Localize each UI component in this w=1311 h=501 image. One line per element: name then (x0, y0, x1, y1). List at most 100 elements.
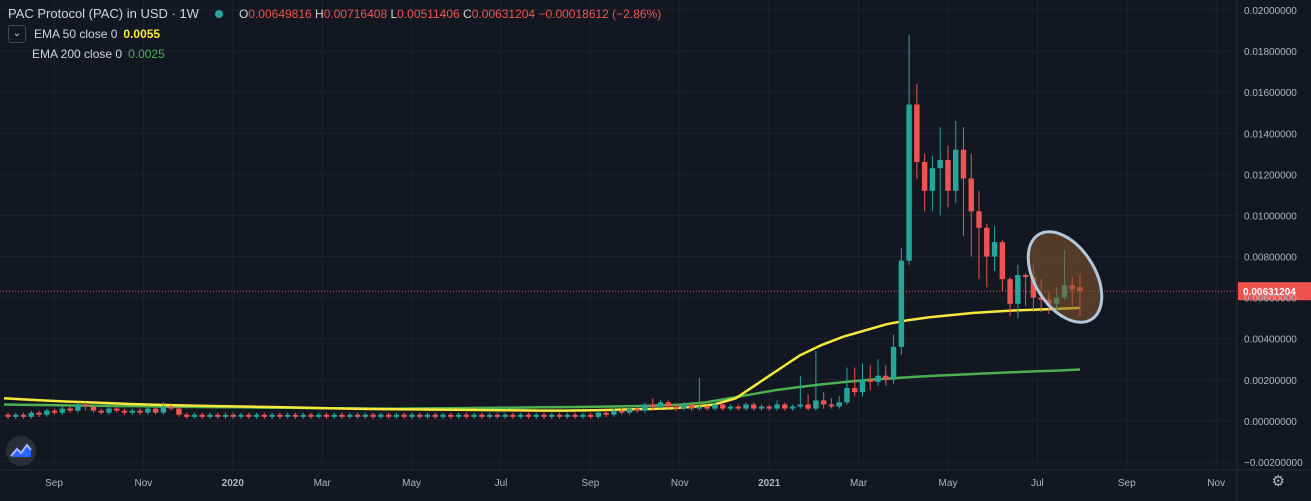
ema50-legend-row[interactable]: ⌄ EMA 50 close 0 0.0055 (8, 24, 661, 44)
candle[interactable] (991, 225, 998, 271)
candle[interactable] (844, 367, 850, 405)
symbol-title[interactable]: PAC Protocol (PAC) in USD · 1W (8, 6, 199, 21)
candle[interactable] (401, 412, 407, 419)
candle[interactable] (898, 248, 905, 356)
candle[interactable] (820, 392, 827, 409)
candle[interactable] (517, 412, 524, 419)
candle[interactable] (393, 412, 400, 419)
candle[interactable] (106, 404, 112, 415)
candle[interactable] (121, 408, 128, 415)
candle[interactable] (75, 402, 81, 413)
candle[interactable] (20, 412, 27, 419)
candle[interactable] (937, 127, 943, 216)
candle[interactable] (743, 402, 749, 411)
candle[interactable] (308, 412, 314, 419)
candle[interactable] (51, 408, 58, 415)
candle[interactable] (494, 412, 501, 419)
candle[interactable] (929, 155, 936, 212)
candle[interactable] (409, 412, 415, 419)
candle[interactable] (416, 412, 423, 419)
candle[interactable] (719, 402, 726, 411)
candle[interactable] (28, 410, 35, 419)
candle[interactable] (696, 377, 703, 411)
ema50-line[interactable] (3, 306, 1081, 412)
candle[interactable] (479, 412, 485, 419)
candle[interactable] (316, 412, 322, 419)
candle[interactable] (921, 153, 928, 212)
candle[interactable] (626, 406, 633, 415)
candle[interactable] (261, 412, 268, 419)
candle[interactable] (665, 400, 672, 409)
candle[interactable] (59, 406, 66, 415)
candle[interactable] (13, 412, 19, 419)
candle[interactable] (688, 402, 695, 411)
candle[interactable] (1022, 272, 1029, 306)
candle[interactable] (339, 412, 345, 419)
candle[interactable] (618, 408, 625, 415)
highlight-ellipse[interactable] (1013, 219, 1117, 336)
candle[interactable] (502, 412, 508, 419)
candle[interactable] (82, 402, 89, 411)
candle[interactable] (564, 412, 571, 419)
candle[interactable] (67, 406, 73, 413)
y-axis[interactable]: 0.02000000 0.01800000 0.01600000 0.01400000… (1236, 0, 1303, 501)
candle[interactable] (852, 367, 858, 397)
candle[interactable] (960, 127, 967, 236)
candle[interactable] (199, 412, 205, 419)
candle[interactable] (98, 408, 104, 415)
candle[interactable] (758, 404, 765, 411)
candle[interactable] (595, 410, 602, 419)
candle[interactable] (510, 412, 516, 419)
tradingview-logo-icon[interactable] (6, 436, 36, 466)
candle[interactable] (300, 412, 306, 419)
candle[interactable] (890, 334, 897, 384)
candle[interactable] (727, 404, 734, 411)
candle[interactable] (976, 190, 982, 280)
ema200-legend-row[interactable]: EMA 200 close 0 0.0025 (8, 44, 661, 64)
candle[interactable] (253, 412, 260, 419)
candle[interactable] (867, 365, 873, 391)
candle[interactable] (805, 394, 811, 411)
x-axis[interactable]: Sep Nov 2020 Mar May Jul Sep Nov 2021 Mar May Jul Se… (0, 469, 1311, 489)
candle[interactable] (137, 408, 143, 415)
candle[interactable] (673, 404, 679, 411)
candle[interactable] (642, 402, 648, 413)
candle[interactable] (385, 412, 392, 419)
candle[interactable] (323, 412, 330, 419)
gear-icon[interactable]: ⚙ (1271, 473, 1285, 490)
candle[interactable] (704, 404, 710, 411)
candle[interactable] (813, 351, 819, 411)
symbol-legend-row[interactable]: PAC Protocol (PAC) in USD · 1W O0.006498… (8, 4, 661, 24)
candle[interactable] (541, 412, 547, 419)
candle[interactable] (859, 363, 866, 397)
ema200-line[interactable] (3, 368, 1081, 410)
candle[interactable] (766, 404, 772, 411)
candle[interactable] (354, 412, 361, 419)
candle[interactable] (160, 402, 167, 415)
candle[interactable] (906, 34, 912, 265)
candle[interactable] (883, 365, 889, 386)
candle[interactable] (587, 412, 594, 419)
candle[interactable] (968, 153, 974, 257)
candle[interactable] (914, 83, 920, 179)
candle[interactable] (284, 412, 291, 419)
candle[interactable] (945, 145, 951, 208)
candle[interactable] (549, 412, 555, 419)
candle[interactable] (448, 412, 454, 419)
candle[interactable] (168, 404, 174, 411)
ema50-label[interactable]: EMA 50 close 0 (34, 27, 118, 41)
candle[interactable] (277, 412, 283, 419)
candle[interactable] (751, 402, 757, 411)
candle[interactable] (440, 412, 446, 419)
candle[interactable] (774, 400, 780, 411)
candle[interactable] (424, 412, 431, 419)
candle[interactable] (603, 410, 609, 417)
candle[interactable] (952, 120, 959, 204)
candle[interactable] (533, 412, 539, 419)
candle[interactable] (797, 375, 804, 409)
candle[interactable] (145, 404, 151, 415)
candle[interactable] (471, 412, 477, 419)
candle[interactable] (114, 406, 120, 413)
candle[interactable] (556, 412, 563, 419)
